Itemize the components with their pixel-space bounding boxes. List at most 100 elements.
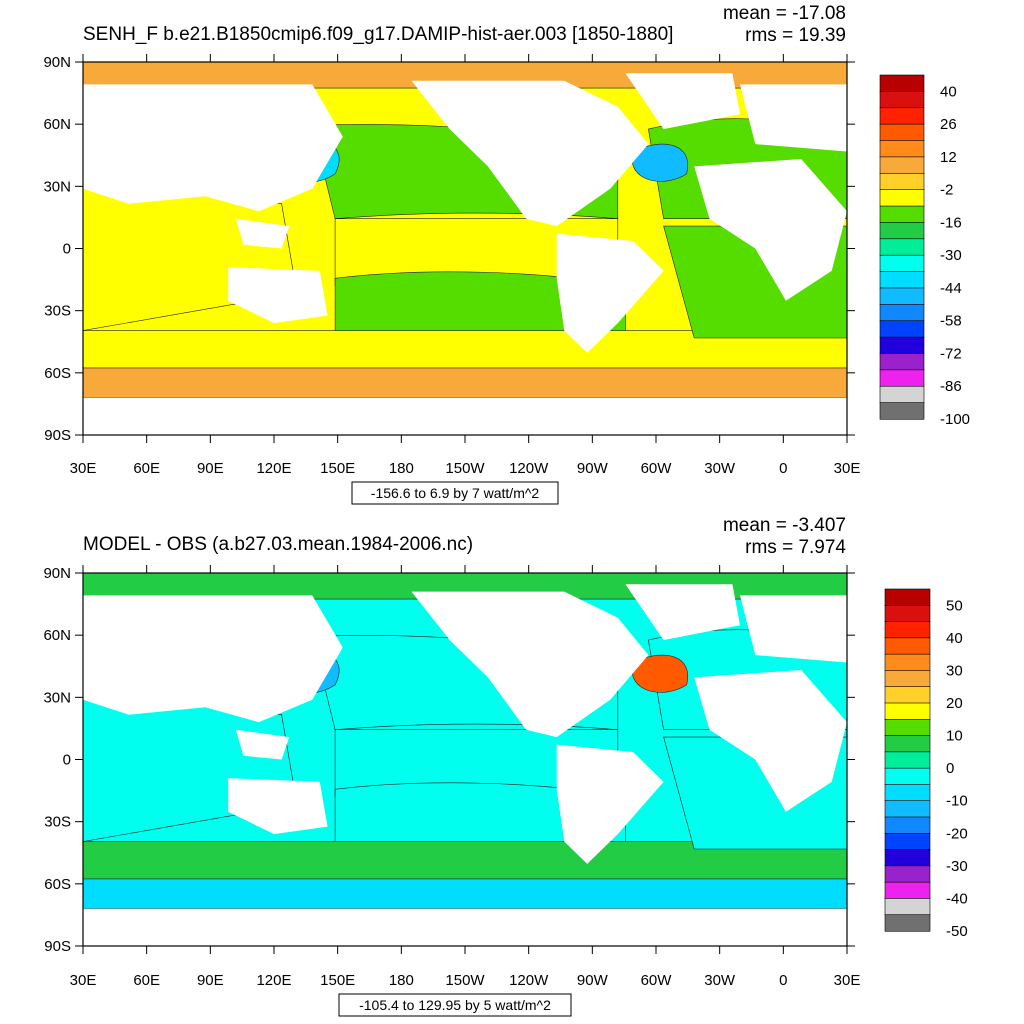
colorbar-swatch [884, 767, 931, 786]
lon-tick-label: 120W [509, 460, 549, 477]
lat-tick-label: 60N [43, 627, 71, 644]
range-label-box [351, 481, 559, 505]
colorbar-label: -16 [940, 214, 962, 231]
land-area [235, 729, 290, 760]
lat-tick-label: 90N [43, 54, 71, 71]
colorbar-label: 50 [946, 597, 963, 614]
colorbar-swatch [884, 621, 931, 639]
colorbar-swatch [884, 751, 931, 769]
land-area [625, 73, 740, 130]
lon-tick-label: 120W [509, 972, 549, 989]
lon-tick-label: 60E [133, 460, 160, 477]
lat-tick-label: 0 [63, 752, 71, 769]
lat-tick-label: 90N [43, 565, 71, 582]
colorbar-swatch [884, 849, 931, 867]
lon-tick-label: 30W [704, 972, 736, 989]
lon-tick-label: 180 [389, 972, 414, 989]
mean-label: mean = -3.407 [723, 515, 846, 536]
rms-label: rms = 7.974 [745, 537, 846, 558]
colorbar-label: 26 [940, 116, 957, 133]
colorbar-label: 40 [940, 83, 957, 100]
colorbar-swatch [884, 637, 931, 655]
lon-tick-label: 30E [70, 460, 97, 477]
lon-tick-label: 0 [779, 972, 787, 989]
colorbar-swatch [879, 74, 925, 92]
colorbar-label: -44 [940, 280, 962, 297]
colorbar-swatch [879, 369, 925, 387]
lon-tick-label: 30E [834, 460, 861, 477]
lat-tick-label: 60S [44, 365, 71, 382]
land-area [83, 908, 847, 946]
colorbar-swatch [879, 172, 925, 191]
colorbar-label: -86 [940, 378, 962, 395]
lon-tick-label: 60W [641, 972, 673, 989]
colorbar-swatch [884, 604, 931, 623]
colorbar-swatch [879, 140, 925, 158]
colorbar-swatch [884, 718, 931, 737]
colorbar-swatch [879, 353, 925, 371]
colorbar-swatch [884, 653, 931, 672]
land-area [83, 84, 343, 212]
colorbar-swatch [879, 107, 925, 125]
land-area [740, 84, 847, 152]
colorbar-swatch [884, 881, 931, 900]
land-area [740, 595, 847, 663]
land-area [694, 159, 847, 301]
lon-tick-label: 30E [834, 972, 861, 989]
land-mask [83, 73, 847, 435]
ocean-region-antarctic-band [83, 367, 847, 398]
lat-tick-label: 90S [44, 938, 71, 955]
colorbar-label: 20 [946, 695, 963, 712]
lat-tick-label: 90S [44, 427, 71, 444]
colorbar-swatch [884, 735, 931, 753]
map-panel-top: SENH_F b.e21.B1850cmip6.f09_g17.DAMIP-hi… [43, 3, 970, 505]
lat-tick-label: 60S [44, 876, 71, 893]
lon-tick-label: 60W [641, 460, 673, 477]
land-area [83, 397, 847, 435]
colorbar-swatch [884, 670, 931, 688]
land-area [556, 744, 664, 864]
colorbar-label: 0 [946, 760, 954, 777]
colorbar-label: -10 [946, 793, 968, 810]
axis-ticks: 30E 60E 90E 120E 150E 180 150W 120W 90W 60W 30W 0 30… [43, 565, 860, 989]
colorbar-label: -20 [946, 825, 968, 842]
colorbar-label: 12 [940, 149, 957, 166]
colorbar-swatch [879, 271, 925, 289]
lat-tick-label: 30S [44, 303, 71, 320]
colorbar-label: 30 [946, 662, 963, 679]
colorbar-swatch [879, 238, 925, 256]
colorbar-label: -2 [940, 182, 953, 199]
mean-label: mean = -17.08 [723, 3, 846, 24]
colorbar-swatch [879, 254, 925, 273]
lon-tick-label: 90E [197, 972, 224, 989]
colorbar-swatch [879, 336, 925, 355]
lat-tick-label: 60N [43, 116, 71, 133]
range-label-box [338, 993, 572, 1017]
lon-tick-label: 150E [320, 972, 355, 989]
rms-label: rms = 19.39 [745, 25, 846, 46]
colorbar-swatch [879, 385, 925, 404]
axis-ticks: 30E 60E 90E 120E 150E 180 150W 120W 90W 60W 30W 0 30… [43, 54, 860, 477]
range-label: -105.4 to 129.95 by 5 watt/m^2 [359, 997, 551, 1013]
land-area [235, 218, 290, 249]
lon-tick-label: 30E [70, 972, 97, 989]
colorbar-swatch [879, 402, 925, 420]
colorbar-swatch [879, 123, 925, 142]
lat-tick-label: 0 [63, 241, 71, 258]
colorbar-label: -30 [940, 247, 962, 264]
land-area [228, 267, 328, 324]
lon-tick-label: 120E [256, 460, 291, 477]
colorbar-swatch [884, 865, 931, 883]
colorbar-label: -100 [940, 411, 970, 428]
colorbar-swatch [879, 222, 925, 240]
colorbar-swatch [879, 189, 925, 207]
ocean-region-gulf-stream [631, 143, 689, 182]
colorbar-label: -40 [946, 890, 968, 907]
lon-tick-label: 90W [577, 460, 609, 477]
lon-tick-label: 180 [389, 460, 414, 477]
land-area [694, 670, 847, 812]
lon-tick-label: 150E [320, 460, 355, 477]
ocean-region-antarctic-band [83, 878, 847, 909]
lon-tick-label: 150W [445, 460, 485, 477]
